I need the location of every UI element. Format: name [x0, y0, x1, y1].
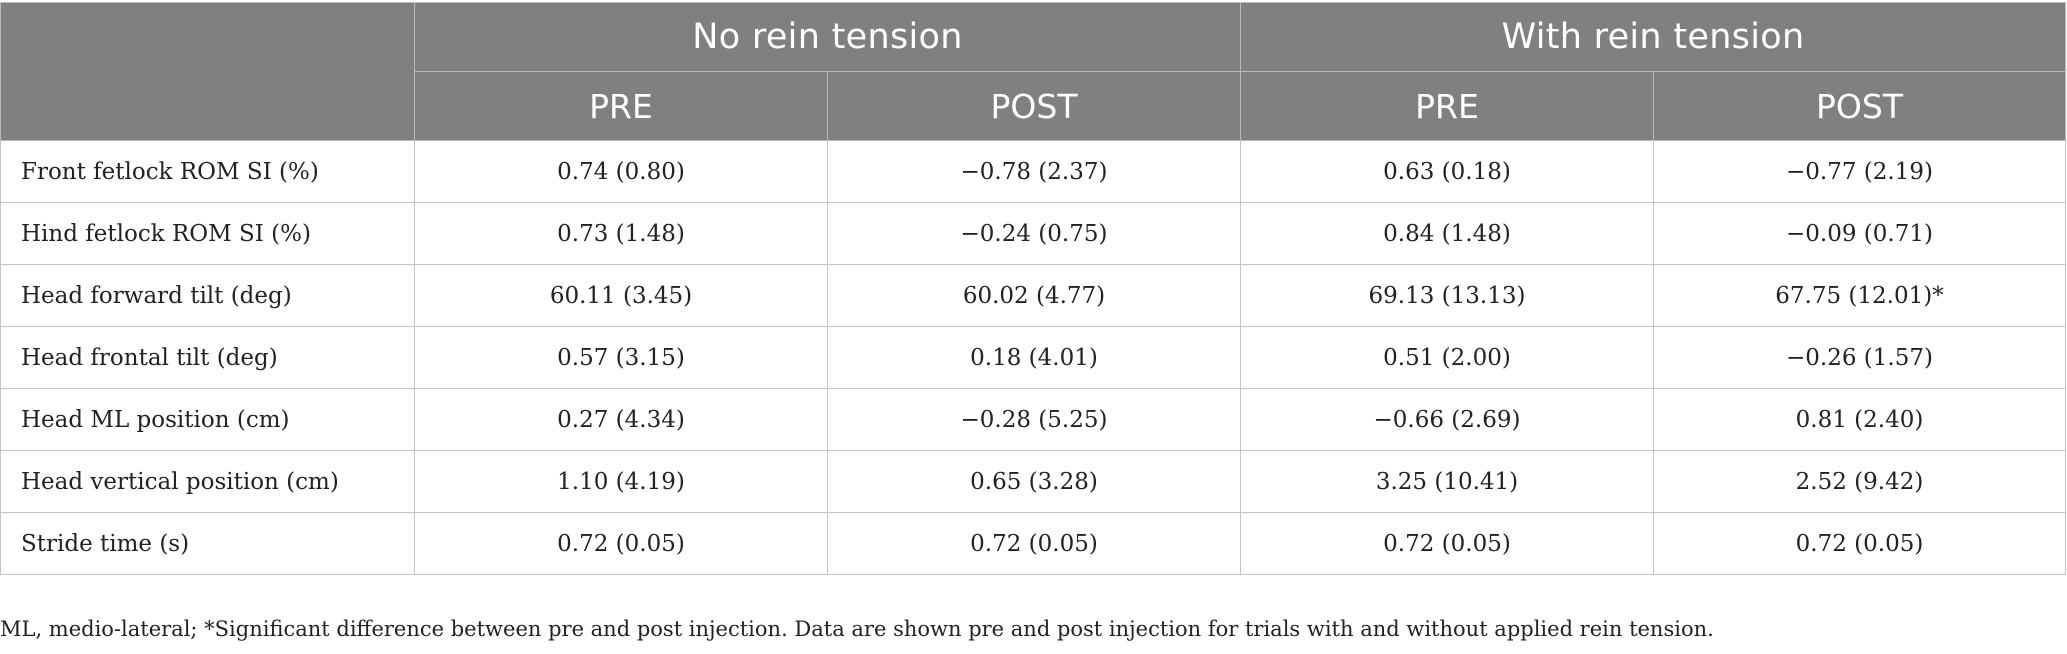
table-cell: 2.52 (9.42) [1653, 450, 2066, 513]
sub-header-post: POST [827, 71, 1241, 141]
header-corner-cell [0, 2, 415, 141]
table-cell: 3.25 (10.41) [1240, 450, 1654, 513]
table-cell: 0.27 (4.34) [414, 388, 828, 451]
sub-header-row: PRE POST PRE POST [1, 71, 2066, 141]
table-row: Head forward tilt (deg) 60.11 (3.45) 60.… [0, 264, 2066, 327]
table-cell: 60.02 (4.77) [827, 264, 1241, 327]
table-cell: 67.75 (12.01)* [1653, 264, 2066, 327]
table-cell: 0.72 (0.05) [1240, 512, 1654, 575]
table-cell: 0.63 (0.18) [1240, 140, 1654, 203]
table-cell: 0.65 (3.28) [827, 450, 1241, 513]
row-label: Head vertical position (cm) [0, 450, 415, 513]
table-cell: 60.11 (3.45) [414, 264, 828, 327]
table-row: Head ML position (cm) 0.27 (4.34) −0.28 … [0, 388, 2066, 451]
table-cell: −0.28 (5.25) [827, 388, 1241, 451]
table-row: Hind fetlock ROM SI (%) 0.73 (1.48) −0.2… [0, 202, 2066, 265]
group-header-with-rein-tension: With rein tension [1240, 2, 2066, 72]
table-row: Stride time (s) 0.72 (0.05) 0.72 (0.05) … [0, 512, 2066, 575]
table-cell: 0.18 (4.01) [827, 326, 1241, 389]
table-cell: −0.09 (0.71) [1653, 202, 2066, 265]
row-label: Head forward tilt (deg) [0, 264, 415, 327]
table-cell: −0.66 (2.69) [1240, 388, 1654, 451]
table-cell: 0.72 (0.05) [1653, 512, 2066, 575]
table-row: Front fetlock ROM SI (%) 0.74 (0.80) −0.… [0, 140, 2066, 203]
results-table-container: No rein tension With rein tension PRE PO… [0, 2, 2066, 575]
results-table: No rein tension With rein tension PRE PO… [0, 2, 2066, 575]
row-label: Hind fetlock ROM SI (%) [0, 202, 415, 265]
sub-header-pre: PRE [414, 71, 828, 141]
table-cell: 1.10 (4.19) [414, 450, 828, 513]
table-row: Head vertical position (cm) 1.10 (4.19) … [0, 450, 2066, 513]
table-cell: 0.74 (0.80) [414, 140, 828, 203]
row-label: Stride time (s) [0, 512, 415, 575]
group-header-no-rein-tension: No rein tension [414, 2, 1241, 72]
table-cell: 0.73 (1.48) [414, 202, 828, 265]
table-cell: −0.77 (2.19) [1653, 140, 2066, 203]
table-cell: 0.51 (2.00) [1240, 326, 1654, 389]
table-cell: −0.26 (1.57) [1653, 326, 2066, 389]
sub-header-post: POST [1653, 71, 2066, 141]
table-cell: 0.81 (2.40) [1653, 388, 2066, 451]
sub-header-pre: PRE [1240, 71, 1654, 141]
table-cell: −0.78 (2.37) [827, 140, 1241, 203]
table-cell: 0.72 (0.05) [827, 512, 1241, 575]
table-cell: 0.57 (3.15) [414, 326, 828, 389]
table-cell: 0.72 (0.05) [414, 512, 828, 575]
group-header-row: No rein tension With rein tension [0, 2, 2066, 141]
table-cell: 69.13 (13.13) [1240, 264, 1654, 327]
table-cell: 0.84 (1.48) [1240, 202, 1654, 265]
table-cell: −0.24 (0.75) [827, 202, 1241, 265]
row-label: Head frontal tilt (deg) [0, 326, 415, 389]
table-header: No rein tension With rein tension PRE PO… [0, 2, 2066, 141]
table-body: Front fetlock ROM SI (%) 0.74 (0.80) −0.… [0, 140, 2066, 575]
row-label: Head ML position (cm) [0, 388, 415, 451]
table-footnote: ML, medio-lateral; *Significant differen… [0, 617, 1714, 641]
row-label: Front fetlock ROM SI (%) [0, 140, 415, 203]
table-row: Head frontal tilt (deg) 0.57 (3.15) 0.18… [0, 326, 2066, 389]
